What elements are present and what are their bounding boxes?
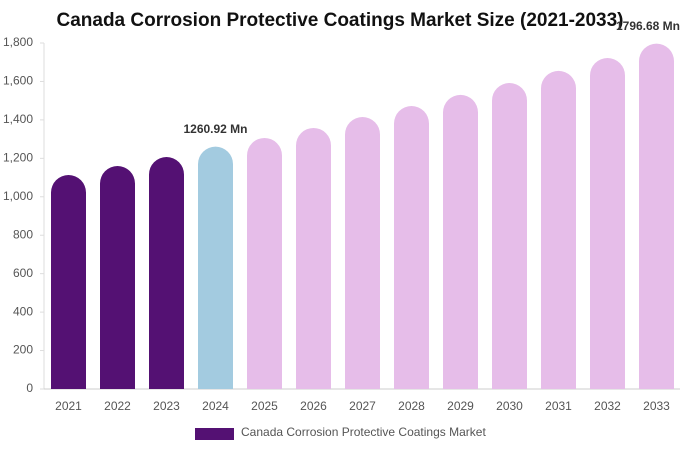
x-tick-label: 2027 xyxy=(349,399,376,413)
bar xyxy=(247,137,282,389)
bar xyxy=(51,175,86,389)
x-tick-label: 2030 xyxy=(496,399,523,413)
data-label: 1260.92 Mn xyxy=(183,122,247,136)
x-tick-label: 2032 xyxy=(594,399,621,413)
y-tick-label: 200 xyxy=(13,343,33,357)
x-tick-label: 2022 xyxy=(104,399,131,413)
y-tick-label: 600 xyxy=(13,266,33,280)
bar xyxy=(541,70,576,389)
chart-title: Canada Corrosion Protective Coatings Mar… xyxy=(56,10,623,31)
x-tick-label: 2029 xyxy=(447,399,474,413)
legend-swatch xyxy=(195,428,234,440)
data-label: 1796.68 Mn xyxy=(616,19,680,33)
y-tick-label: 1,200 xyxy=(3,151,33,165)
x-tick-label: 2021 xyxy=(55,399,82,413)
x-tick-label: 2031 xyxy=(545,399,572,413)
bar xyxy=(149,156,184,389)
x-tick-label: 2028 xyxy=(398,399,425,413)
bar xyxy=(345,117,380,389)
y-tick-label: 800 xyxy=(13,227,33,241)
bar xyxy=(296,127,331,390)
bar xyxy=(492,82,527,389)
x-tick-label: 2024 xyxy=(202,399,229,413)
y-tick-label: 1,000 xyxy=(3,189,33,203)
x-tick-label: 2033 xyxy=(643,399,670,413)
y-tick-label: 400 xyxy=(13,304,33,318)
y-tick-label: 1,400 xyxy=(3,112,33,126)
bar xyxy=(100,166,135,389)
legend-label: Canada Corrosion Protective Coatings Mar… xyxy=(241,425,486,439)
bar xyxy=(639,43,674,389)
bar xyxy=(198,146,233,389)
y-tick-label: 1,600 xyxy=(3,74,33,88)
y-tick-label: 0 xyxy=(26,381,33,395)
x-tick-label: 2023 xyxy=(153,399,180,413)
y-tick-label: 1,800 xyxy=(3,35,33,49)
bar xyxy=(443,94,478,390)
x-tick-label: 2026 xyxy=(300,399,327,413)
bar xyxy=(590,57,625,389)
x-tick-label: 2025 xyxy=(251,399,278,413)
bar xyxy=(394,106,429,389)
